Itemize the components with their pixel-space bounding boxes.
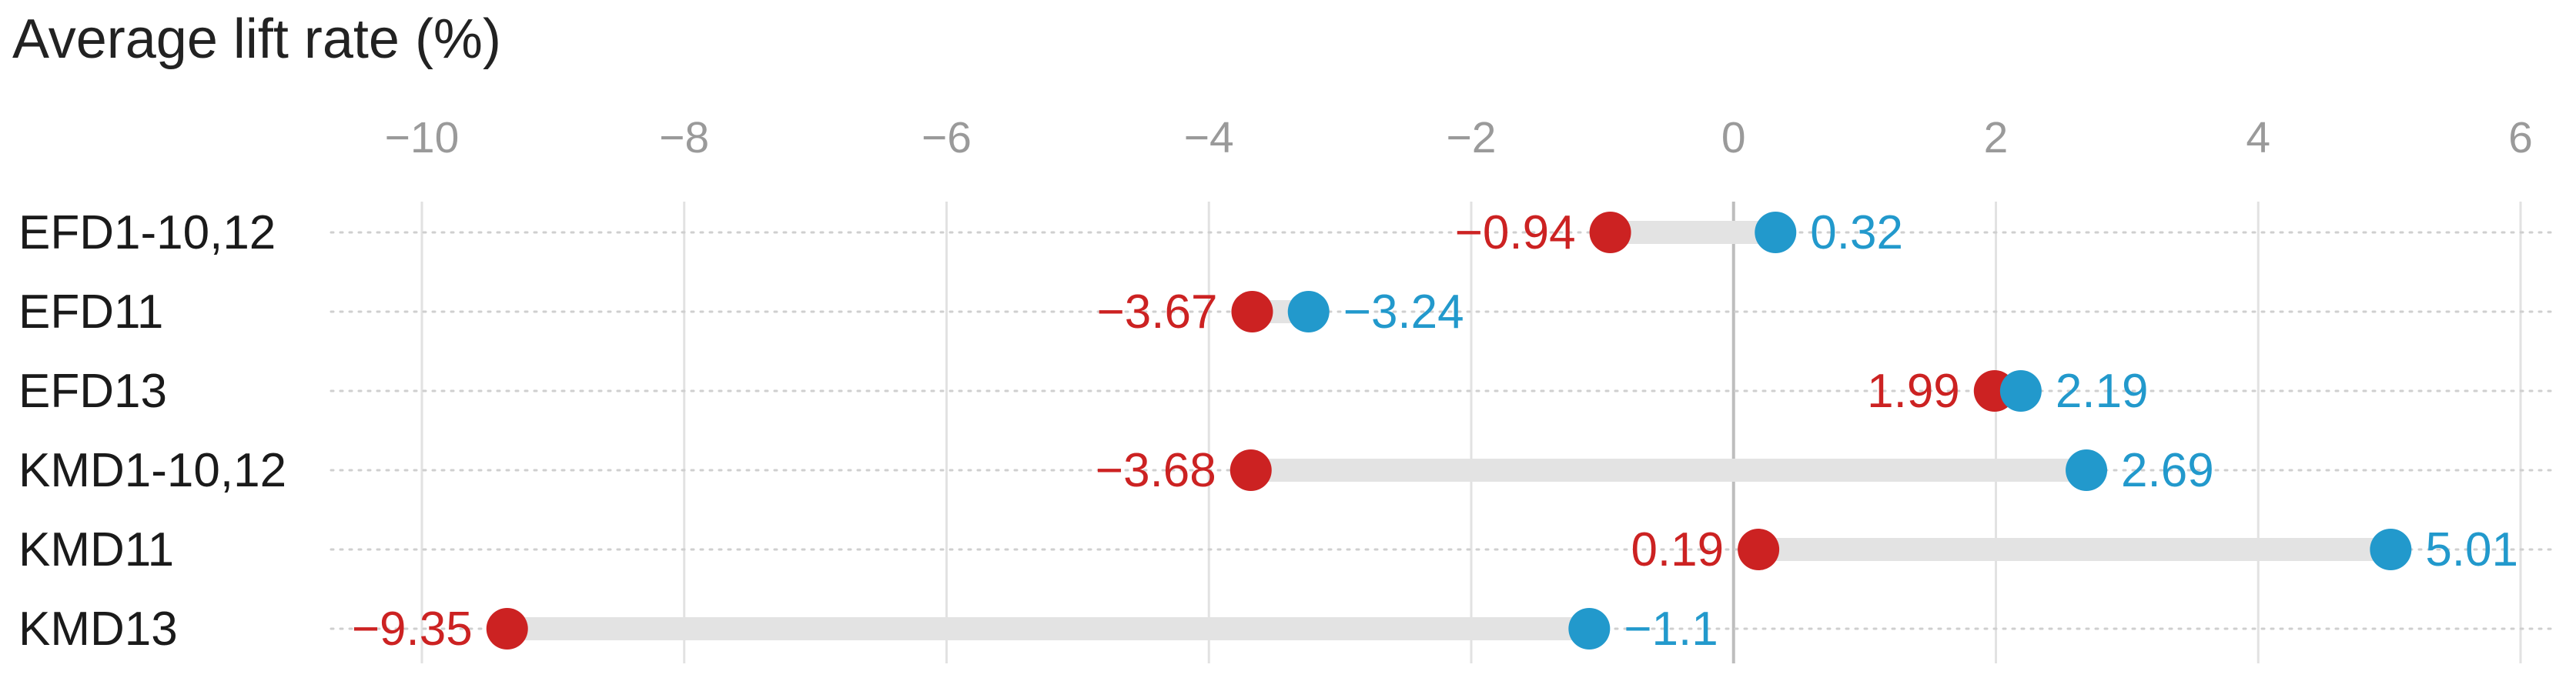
series-1-data-label: −3.68	[1096, 444, 1216, 497]
series-1-data-label: −3.67	[1097, 286, 1218, 339]
series-2-data-label: 2.19	[2056, 365, 2149, 418]
x-tick-label: 6	[2508, 113, 2533, 162]
x-tick-label: −2	[1447, 113, 1497, 162]
data-points	[486, 212, 2412, 650]
series-1-point	[1589, 212, 1631, 253]
series-2-data-label: 2.69	[2121, 444, 2214, 497]
series-1-data-label: −9.35	[352, 603, 473, 656]
series-2-point	[1287, 291, 1330, 332]
gridlines	[330, 202, 2558, 663]
series-2-data-label: −1.1	[1624, 603, 1718, 656]
row-label: KMD1-10,12	[18, 444, 286, 497]
data-labels: −0.94 0.32 −3.67 −3.24 1.99 2.19 −3.68 2.69 0.19…	[352, 206, 2518, 656]
series-1-data-label: 0.19	[1631, 523, 1724, 576]
series-1-data-label: 1.99	[1867, 365, 1960, 418]
row-label: EFD11	[18, 286, 163, 339]
series-2-point	[1999, 370, 2042, 412]
series-2-data-label: 0.32	[1810, 206, 1903, 259]
series-1-point	[1231, 291, 1273, 332]
x-tick-label: −6	[922, 113, 972, 162]
chart-title: Average lift rate (%)	[12, 8, 501, 70]
x-tick-label: −4	[1184, 113, 1234, 162]
x-tick-label: −8	[659, 113, 709, 162]
x-tick-label: 2	[1984, 113, 2009, 162]
series-2-point	[1568, 608, 1611, 650]
x-tick-label: −10	[385, 113, 460, 162]
series-2-point	[2066, 449, 2108, 491]
series-1-data-label: −0.94	[1455, 206, 1576, 259]
row-label: EFD1-10,12	[18, 206, 276, 259]
row-label: KMD13	[18, 603, 178, 656]
series-2-data-label: 5.01	[2425, 523, 2518, 576]
x-axis-ticks: −10 −8 −6 −4 −2 0 2 4 6	[385, 113, 2533, 162]
row-label: KMD11	[18, 523, 174, 576]
series-2-point	[1755, 212, 1797, 253]
x-tick-label: 4	[2246, 113, 2270, 162]
series-2-data-label: −3.24	[1343, 286, 1464, 339]
row-labels: EFD1-10,12 EFD11 EFD13 KMD1-10,12 KMD11 KMD13	[18, 206, 286, 656]
series-1-point	[1738, 529, 1780, 570]
series-2-point	[2370, 529, 2412, 570]
row-label: EFD13	[18, 365, 167, 418]
series-1-point	[486, 608, 528, 650]
x-tick-label: 0	[1721, 113, 1746, 162]
series-1-point	[1229, 449, 1272, 491]
